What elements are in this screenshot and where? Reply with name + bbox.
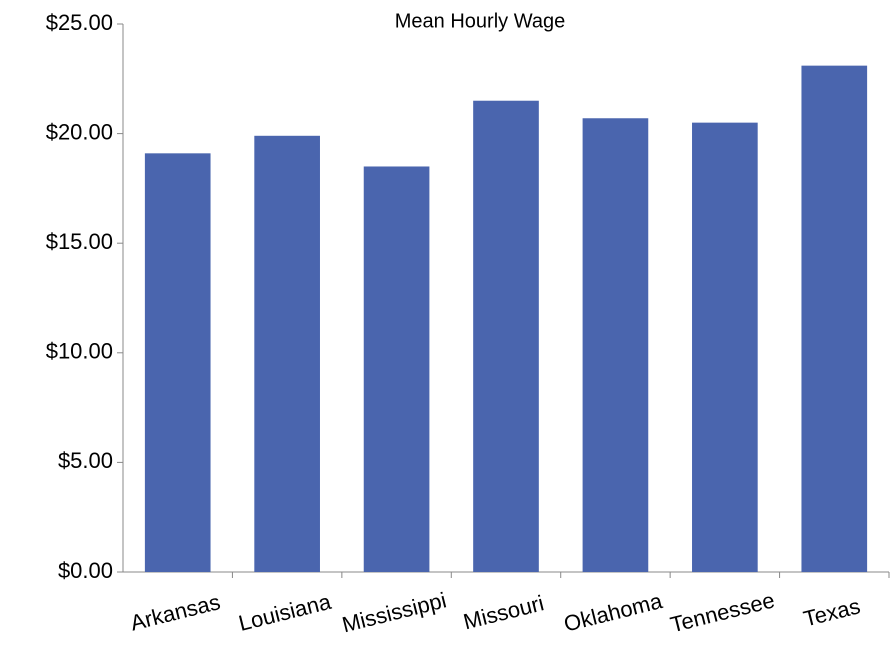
bar (582, 118, 649, 573)
x-tick-label: Louisiana (236, 589, 334, 636)
bar (692, 122, 758, 572)
y-tick-label: $10.00 (46, 339, 113, 364)
x-tick-label: Tennessee (668, 587, 777, 637)
x-tick-label: Mississippi (340, 587, 449, 637)
y-tick-label: $5.00 (58, 448, 113, 473)
x-tick-label: Missouri (461, 590, 547, 634)
y-tick-label: $25.00 (46, 10, 113, 35)
x-tick-label: Arkansas (128, 589, 223, 635)
chart-title: Mean Hourly Wage (395, 10, 565, 32)
y-tick-label: $15.00 (46, 229, 113, 254)
x-tick-label: Texas (801, 593, 863, 631)
bar (144, 153, 211, 572)
bar (801, 65, 868, 572)
bar (254, 135, 320, 573)
y-tick-label: $0.00 (58, 558, 113, 583)
bar (363, 166, 430, 573)
bar (473, 100, 539, 572)
x-tick-label: Oklahoma (561, 588, 665, 637)
y-tick-label: $20.00 (46, 119, 113, 144)
